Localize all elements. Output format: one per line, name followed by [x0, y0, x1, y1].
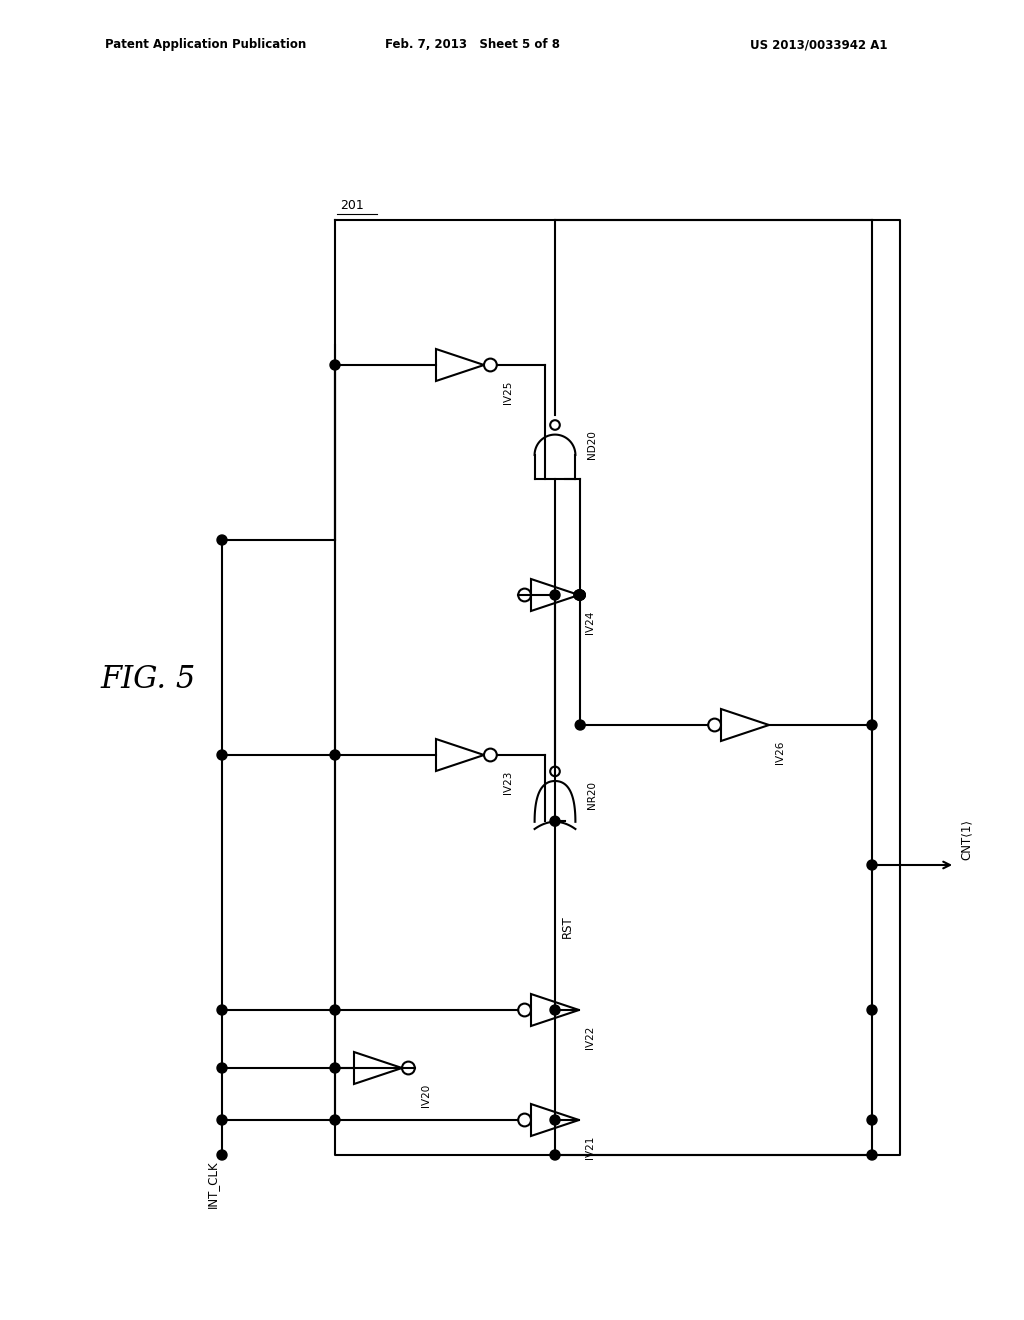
Circle shape: [575, 719, 585, 730]
Circle shape: [217, 1150, 227, 1160]
Circle shape: [330, 1115, 340, 1125]
Circle shape: [574, 590, 584, 601]
Circle shape: [575, 590, 585, 601]
Text: ND20: ND20: [588, 430, 597, 459]
Text: IV26: IV26: [775, 741, 785, 764]
Text: IV22: IV22: [585, 1026, 595, 1049]
Text: IV25: IV25: [503, 381, 513, 404]
Circle shape: [330, 750, 340, 760]
Circle shape: [867, 1150, 877, 1160]
Circle shape: [217, 535, 227, 545]
Text: IV20: IV20: [421, 1084, 431, 1107]
Circle shape: [550, 816, 560, 826]
Circle shape: [550, 590, 560, 601]
Circle shape: [574, 590, 584, 601]
Circle shape: [217, 1005, 227, 1015]
Text: INT_CLK: INT_CLK: [206, 1160, 218, 1208]
Text: IV21: IV21: [585, 1137, 595, 1159]
Text: Patent Application Publication: Patent Application Publication: [105, 38, 306, 51]
Text: US 2013/0033942 A1: US 2013/0033942 A1: [750, 38, 888, 51]
Text: 201: 201: [340, 199, 364, 213]
Circle shape: [575, 590, 585, 601]
Circle shape: [330, 1005, 340, 1015]
Circle shape: [550, 1150, 560, 1160]
Circle shape: [867, 861, 877, 870]
Text: FIG. 5: FIG. 5: [100, 664, 196, 696]
Text: IV23: IV23: [503, 771, 513, 795]
Circle shape: [867, 1005, 877, 1015]
Text: CNT⟨1⟩: CNT⟨1⟩: [961, 818, 973, 861]
Circle shape: [575, 590, 585, 601]
Circle shape: [867, 719, 877, 730]
Text: IV24: IV24: [585, 611, 595, 635]
Circle shape: [217, 750, 227, 760]
Circle shape: [217, 1063, 227, 1073]
Circle shape: [330, 360, 340, 370]
Text: RST: RST: [561, 916, 574, 939]
Circle shape: [550, 1005, 560, 1015]
Circle shape: [217, 1115, 227, 1125]
Text: NR20: NR20: [588, 781, 597, 809]
Circle shape: [867, 1115, 877, 1125]
Circle shape: [550, 1115, 560, 1125]
Circle shape: [330, 1063, 340, 1073]
Text: Feb. 7, 2013   Sheet 5 of 8: Feb. 7, 2013 Sheet 5 of 8: [385, 38, 560, 51]
